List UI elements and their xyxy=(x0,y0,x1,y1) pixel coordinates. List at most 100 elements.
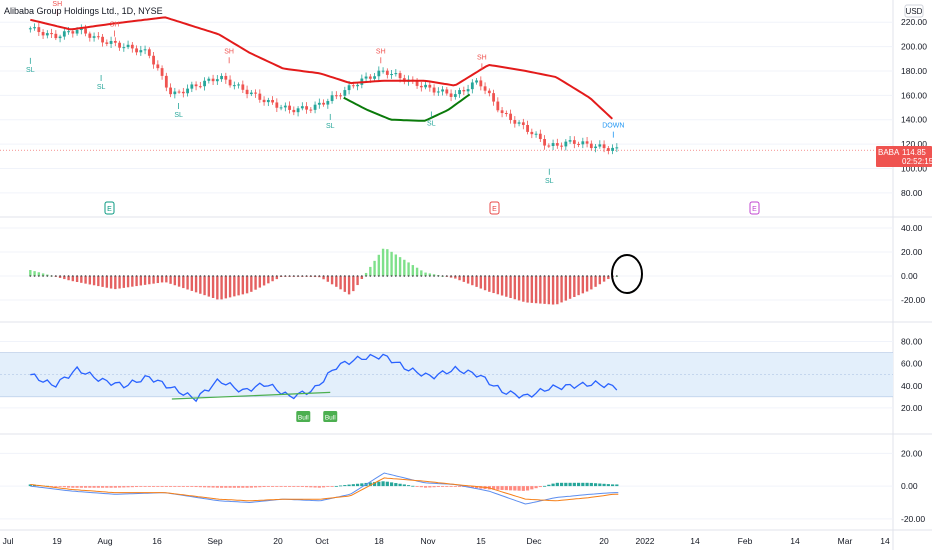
macd-histogram-bar xyxy=(236,486,241,488)
macd-histogram-bar xyxy=(100,486,105,488)
osc-zero-dot xyxy=(509,275,512,277)
rsi-panel[interactable]: Bull Bull xyxy=(0,352,893,422)
time-tick-label: 18 xyxy=(374,536,384,546)
macd-histogram-bar xyxy=(168,486,173,487)
osc-zero-dot xyxy=(348,275,350,277)
osc-bar xyxy=(237,276,240,296)
macd-histogram-bar xyxy=(589,482,593,487)
candle-body xyxy=(84,28,87,34)
macd-histogram-bar xyxy=(564,482,568,487)
osc-zero-dot xyxy=(67,275,70,277)
candle-body xyxy=(186,88,189,94)
candle-body xyxy=(449,93,453,97)
candle-body xyxy=(37,27,41,33)
price-axis[interactable]: 220.00 200.00 180.00 160.00 140.00 120.00 100.… xyxy=(901,17,927,524)
candle-body xyxy=(555,143,559,146)
earnings-event-icon[interactable]: E xyxy=(104,201,115,215)
time-tick-label: 14 xyxy=(790,536,800,546)
osc-bar xyxy=(37,272,41,276)
osc-zero-dot xyxy=(118,275,121,277)
osc-zero-dot xyxy=(59,275,61,277)
swing-marker-label: SH xyxy=(477,54,487,61)
swing-marker-label: SL xyxy=(174,112,183,119)
osc-zero-dot xyxy=(292,275,295,277)
candle-body xyxy=(394,73,398,75)
candle-body xyxy=(279,107,283,109)
swing-marker-label: SL xyxy=(545,178,554,185)
osc-zero-dot xyxy=(484,275,486,277)
osc-zero-dot xyxy=(518,275,520,277)
osc-zero-dot xyxy=(450,275,452,277)
osc-zero-dot xyxy=(462,275,465,277)
osc-bar xyxy=(326,276,330,282)
earnings-event-icon[interactable]: E xyxy=(489,201,500,215)
time-axis[interactable]: Jul 19 Aug 16 Sep 20 Oct 18 Nov 15 Dec 20 2022 14 Feb 1… xyxy=(3,536,890,546)
osc-zero-dot xyxy=(63,275,66,277)
candle-body xyxy=(266,99,270,103)
bull-signal-tag: Bull xyxy=(296,411,311,422)
candle-body xyxy=(415,80,419,86)
candle-body xyxy=(245,89,249,95)
price-tick-label: 160.00 xyxy=(901,90,927,100)
candle-body xyxy=(258,93,262,100)
time-tick-label: 15 xyxy=(476,536,486,546)
price-panel[interactable]: SH SH SH SH SH SL SL SL SL SL SL DOWN E E E xyxy=(0,1,893,215)
osc-zero-dot xyxy=(309,275,312,277)
osc-zero-dot xyxy=(458,275,461,277)
earnings-event-icon[interactable]: E xyxy=(749,201,760,215)
candle-body xyxy=(169,87,172,95)
macd-histogram-bar xyxy=(211,486,215,488)
osc-zero-dot xyxy=(598,275,601,277)
osc-zero-dot xyxy=(526,275,529,277)
osc-zero-dot xyxy=(471,275,474,277)
osc-zero-dot xyxy=(594,275,597,277)
candle-body xyxy=(41,32,45,36)
osc-zero-dot xyxy=(152,275,155,277)
osc-bar xyxy=(581,276,585,294)
macd-histogram-bar xyxy=(368,482,372,487)
macd-histogram-bar xyxy=(568,482,572,487)
macd-tick-label: 0.00 xyxy=(901,481,918,491)
candle-body xyxy=(139,50,143,53)
candle-body xyxy=(152,55,155,65)
macd-histogram-bar xyxy=(92,486,96,488)
osc-bar xyxy=(92,276,96,286)
candle-body xyxy=(232,85,236,87)
osc-zero-dot xyxy=(275,275,278,277)
osc-bar xyxy=(177,276,181,287)
bull-tag-label: Bull xyxy=(298,415,309,422)
macd-histogram-bar xyxy=(415,486,419,487)
osc-bar xyxy=(71,276,75,282)
osc-zero-dot xyxy=(569,275,571,277)
osc-zero-dot xyxy=(343,275,346,277)
macd-histogram-bar xyxy=(96,486,100,488)
macd-histogram-bar xyxy=(266,486,270,487)
candle-body xyxy=(45,33,49,36)
oscillator-panel[interactable] xyxy=(29,248,643,305)
candle-body xyxy=(62,31,66,37)
osc-bar xyxy=(190,276,194,291)
osc-zero-dot xyxy=(105,275,108,277)
osc-zero-dot xyxy=(607,275,610,277)
candle-body xyxy=(483,86,487,91)
macd-histogram-bar xyxy=(202,486,207,488)
osc-bar xyxy=(483,276,487,291)
macd-panel[interactable] xyxy=(28,472,619,505)
osc-zero-dot xyxy=(411,275,414,277)
osc-zero-dot xyxy=(314,275,316,277)
osc-zero-dot xyxy=(280,275,282,277)
osc-zero-dot xyxy=(552,275,554,277)
osc-bar xyxy=(131,276,134,287)
currency-badge[interactable]: USD xyxy=(904,4,924,18)
macd-histogram-bar xyxy=(598,483,602,487)
osc-zero-dot xyxy=(101,275,104,277)
macd-histogram-bar xyxy=(517,486,521,491)
osc-zero-dot xyxy=(433,275,435,277)
rsi-tick-label: 60.00 xyxy=(901,359,923,369)
osc-zero-dot xyxy=(535,275,537,277)
osc-zero-dot xyxy=(420,275,423,277)
osc-bar xyxy=(352,276,355,292)
macd-histogram-bar xyxy=(538,486,542,488)
macd-histogram-bar xyxy=(300,486,304,487)
